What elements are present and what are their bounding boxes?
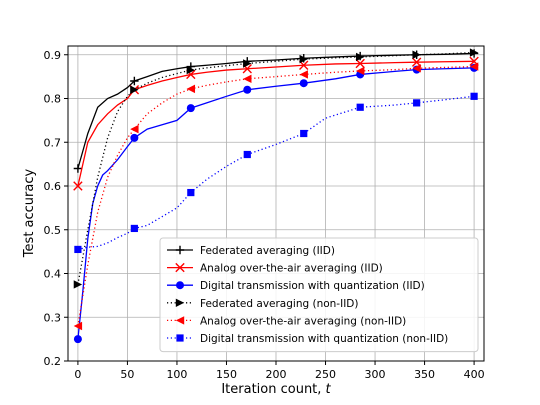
data-point: [130, 124, 139, 134]
series-layer: [73, 48, 479, 344]
legend-marker: [176, 281, 184, 290]
y-tick-label: 0.4: [44, 268, 62, 281]
data-point: [356, 103, 364, 111]
legend-marker: [175, 298, 185, 307]
x-tick-label: 100: [166, 368, 187, 381]
data-point: [130, 85, 139, 94]
x-axis-title-variable: t: [326, 382, 332, 397]
data-point: [130, 133, 139, 142]
series-line: [77, 65, 475, 327]
data-point: [73, 164, 83, 173]
y-tick-label: 0.3: [44, 311, 62, 324]
data-point: [74, 245, 82, 254]
y-tick-label: 0.5: [44, 224, 62, 237]
legend-label: Digital transmission with quantization (…: [200, 333, 448, 345]
data-point: [469, 62, 479, 71]
legend-marker: [176, 334, 184, 342]
data-point: [73, 280, 83, 289]
data-point: [300, 129, 308, 138]
data-point: [355, 52, 365, 62]
legend-marker: [175, 245, 185, 255]
data-point: [73, 321, 83, 331]
y-tick-label: 0.6: [44, 180, 62, 193]
data-point: [299, 70, 308, 79]
legend-entry: Federated averaging (IID): [167, 245, 335, 257]
series-line: [77, 51, 475, 285]
x-tick-label: 350: [414, 368, 435, 381]
x-tick-label: 200: [266, 368, 287, 381]
data-point: [243, 150, 251, 159]
data-point: [243, 85, 252, 94]
data-point: [186, 84, 196, 94]
x-axis-title-text: Iteration count,: [221, 382, 325, 397]
y-axis-title: Test accuracy: [22, 169, 37, 259]
y-tick-label: 0.2: [44, 355, 62, 368]
data-point: [186, 104, 195, 113]
x-tick-label: 150: [216, 368, 237, 381]
legend-marker: [175, 316, 185, 325]
y-tick-label: 0.7: [44, 136, 62, 149]
data-point: [412, 50, 421, 59]
series-5: [73, 62, 479, 331]
x-tick-label: 250: [315, 368, 336, 381]
data-point: [186, 65, 196, 75]
legend-label: Analog over-the-air averaging (non-IID): [200, 315, 406, 327]
data-point: [355, 58, 365, 69]
series-6: [74, 92, 478, 254]
data-point: [413, 99, 421, 107]
legend-entry: Digital transmission with quantization (…: [167, 280, 425, 292]
legend-label: Federated averaging (IID): [200, 245, 335, 257]
series-2: [73, 56, 479, 191]
grid-lines: [68, 46, 484, 362]
data-point: [299, 79, 308, 88]
legend-marker: [175, 262, 185, 273]
legend: Federated averaging (IID) Analog over-the…: [159, 237, 479, 353]
x-tick-label: 300: [365, 368, 386, 381]
x-axis-ticks: 0 50 100 150 200 250 300 350 400: [74, 361, 485, 381]
legend-label: Federated averaging (non-IID): [200, 298, 358, 310]
legend-label: Digital transmission with quantization (…: [200, 280, 425, 292]
legend-label: Analog over-the-air averaging (IID): [200, 263, 383, 275]
y-axis-ticks: 0.2 0.3 0.4 0.5 0.6 0.7 0.8 0.9: [44, 49, 68, 368]
data-point: [243, 74, 252, 84]
x-tick-label: 400: [464, 368, 485, 381]
data-point: [469, 48, 479, 57]
data-point: [470, 92, 478, 100]
data-point: [412, 64, 421, 73]
data-point: [130, 76, 139, 86]
data-point: [299, 54, 308, 64]
legend-entry: Federated averaging (non-IID): [167, 298, 358, 310]
y-tick-label: 0.8: [44, 93, 62, 106]
x-tick-label: 0: [74, 368, 81, 381]
data-point: [355, 66, 365, 76]
x-tick-label: 50: [120, 368, 134, 381]
data-point: [130, 224, 138, 233]
data-point: [73, 335, 82, 344]
legend-entry: Analog over-the-air averaging (IID): [167, 263, 383, 275]
data-point: [187, 188, 195, 197]
y-tick-label: 0.9: [44, 49, 62, 62]
x-axis-title: Iteration count, t: [221, 382, 331, 397]
legend-entry: Digital transmission with quantization (…: [167, 333, 448, 345]
series-line: [77, 95, 475, 251]
legend-entry: Analog over-the-air averaging (non-IID): [167, 315, 406, 327]
data-point: [73, 181, 83, 191]
legend-box: [159, 237, 479, 353]
data-point: [243, 59, 252, 68]
series-4: [73, 48, 479, 289]
